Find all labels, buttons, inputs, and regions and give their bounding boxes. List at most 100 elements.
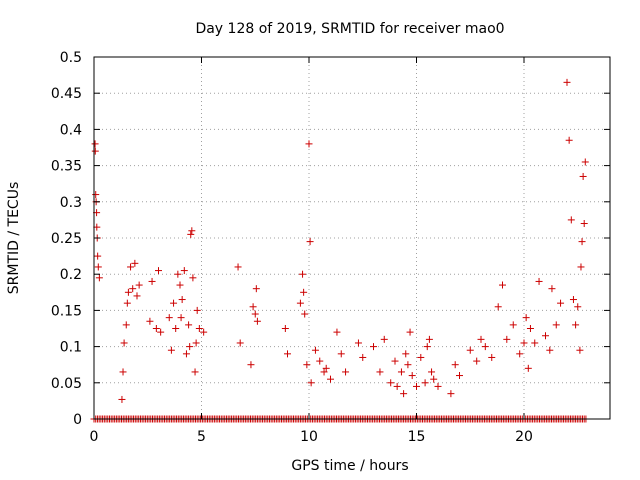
- x-axis-label: GPS time / hours: [291, 458, 408, 474]
- data-point: [316, 357, 324, 365]
- data-point: [155, 267, 162, 275]
- data-point: [342, 368, 350, 376]
- data-point: [301, 310, 309, 318]
- data-point: [152, 325, 160, 332]
- chart-title: Day 128 of 2019, SRMTID for receiver mao…: [195, 21, 504, 37]
- data-point: [516, 350, 524, 358]
- data-point: [421, 379, 429, 387]
- data-point: [118, 395, 126, 403]
- data-point: [387, 379, 395, 387]
- data-point: [176, 281, 184, 289]
- data-point: [167, 346, 175, 354]
- data-point: [503, 335, 511, 343]
- data-point: [95, 274, 103, 282]
- y-tick-label: 0.4: [60, 122, 82, 138]
- data-point: [91, 147, 99, 155]
- data-point: [133, 292, 141, 300]
- data-point: [526, 325, 534, 332]
- data-point: [359, 353, 367, 361]
- axis-ticks: 0 0.05 0.1 0.15 0.2 0.25 0.3 0.35 0.4 0.45 0.5 0 5 10…: [51, 50, 610, 445]
- data-point: [391, 357, 399, 365]
- data-point: [569, 296, 577, 304]
- data-point: [581, 158, 589, 166]
- data-point: [333, 328, 341, 336]
- data-point: [303, 361, 311, 369]
- data-point: [499, 281, 506, 289]
- data-point: [188, 227, 196, 235]
- data-point: [430, 375, 438, 383]
- data-point: [306, 238, 314, 246]
- data-point: [92, 191, 100, 199]
- data-point: [170, 299, 178, 307]
- data-point: [94, 252, 102, 260]
- data-point: [300, 288, 308, 296]
- x-tick-label: 0: [90, 429, 99, 445]
- data-point: [178, 296, 186, 304]
- data-point: [423, 343, 431, 351]
- y-tick-label: 0.45: [51, 86, 82, 102]
- data-point: [574, 303, 582, 311]
- data-point: [177, 314, 185, 322]
- data-point: [393, 382, 401, 390]
- data-point: [417, 353, 425, 361]
- data-point: [94, 263, 102, 271]
- data-point: [195, 325, 203, 332]
- data-point: [327, 375, 334, 383]
- data-point: [187, 230, 195, 238]
- data-point: [397, 368, 405, 376]
- data-point: [408, 372, 416, 380]
- data-point: [200, 328, 208, 336]
- data-point: [380, 335, 388, 343]
- x-tick-label: 10: [300, 429, 318, 445]
- data-point: [494, 303, 502, 311]
- y-tick-label: 0.25: [51, 231, 82, 247]
- data-point: [524, 364, 532, 372]
- y-tick-label: 0: [73, 412, 82, 428]
- data-point: [165, 314, 173, 322]
- y-tick-label: 0.05: [51, 376, 82, 392]
- data-point: [192, 339, 200, 347]
- data-point: [322, 364, 330, 372]
- data-point: [234, 263, 242, 271]
- data-point: [370, 343, 377, 351]
- data-point: [284, 350, 291, 358]
- data-point: [135, 281, 143, 289]
- data-point: [580, 220, 588, 228]
- data-point: [578, 238, 586, 246]
- data-point: [174, 270, 182, 278]
- data-point: [531, 339, 539, 347]
- data-point: [413, 382, 420, 390]
- data-points: [90, 78, 590, 423]
- data-point: [520, 339, 528, 347]
- data-point: [579, 172, 587, 180]
- data-point: [535, 277, 543, 285]
- data-point: [406, 328, 414, 336]
- data-point: [189, 274, 197, 282]
- data-point: [307, 379, 315, 387]
- grid-lines: [94, 57, 610, 419]
- data-point: [281, 325, 289, 332]
- data-point: [451, 361, 459, 369]
- data-point: [488, 353, 496, 361]
- data-point: [305, 140, 313, 148]
- data-point: [577, 263, 585, 271]
- data-point: [548, 285, 556, 293]
- data-point: [131, 259, 139, 267]
- data-point: [247, 361, 255, 369]
- data-point: [572, 321, 580, 329]
- data-point: [481, 343, 489, 351]
- data-point: [509, 321, 517, 329]
- data-point: [124, 288, 132, 296]
- data-point: [552, 321, 560, 329]
- data-point: [249, 303, 257, 311]
- data-point: [557, 299, 565, 307]
- data-point: [565, 136, 573, 144]
- data-point: [236, 339, 244, 347]
- data-point: [191, 368, 199, 376]
- data-point: [477, 335, 485, 343]
- data-point: [123, 299, 131, 307]
- data-point: [186, 343, 194, 351]
- data-point: [119, 368, 127, 376]
- y-tick-label: 0.5: [60, 50, 82, 66]
- data-point: [251, 310, 259, 318]
